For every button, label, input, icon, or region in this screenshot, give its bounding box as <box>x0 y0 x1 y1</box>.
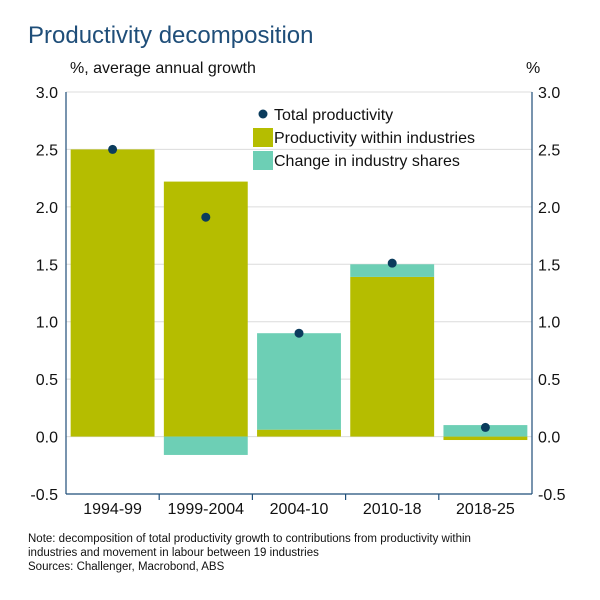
bar-within-industries <box>350 276 435 437</box>
chart-notes: Note: decomposition of total productivit… <box>28 532 471 574</box>
y-tick-label-left: -0.5 <box>30 487 58 504</box>
bar-industry-shares <box>257 333 341 430</box>
y-tick-label-left: 0.0 <box>36 430 58 447</box>
bar-within-industries <box>257 429 341 437</box>
sources-line: Sources: Challenger, Macrobond, ABS <box>28 561 225 573</box>
y-tick-label-right: 0.0 <box>538 430 560 447</box>
y-tick-label-left: 2.0 <box>36 200 58 217</box>
y-tick-label-right: 1.0 <box>538 315 560 332</box>
y-tick-label-right: -0.5 <box>538 487 566 504</box>
legend-label: Change in industry shares <box>274 153 460 170</box>
y-tick-label-left: 0.5 <box>36 372 58 389</box>
x-tick-label: 2004-10 <box>270 501 329 518</box>
total-productivity-point <box>387 258 397 268</box>
total-productivity-point <box>480 422 490 432</box>
left-axis-unit: %, average annual growth <box>70 60 256 77</box>
legend-marker-total <box>258 109 268 119</box>
y-tick-label-right: 1.5 <box>538 257 560 274</box>
total-productivity-point <box>108 144 118 154</box>
y-tick-label-left: 1.5 <box>36 257 58 274</box>
legend-label: Total productivity <box>274 107 393 124</box>
x-tick-label: 1994-99 <box>83 501 142 518</box>
x-tick-label: 1999-2004 <box>168 501 245 518</box>
y-tick-label-right: 2.0 <box>538 200 560 217</box>
legend-swatch-within <box>253 128 273 147</box>
bar-within-industries <box>70 149 155 437</box>
y-tick-label-right: 2.5 <box>538 142 560 159</box>
right-axis-unit: % <box>526 60 541 77</box>
y-tick-label-left: 1.0 <box>36 315 58 332</box>
x-tick-label: 2010-18 <box>363 501 422 518</box>
y-tick-label-right: 0.5 <box>538 372 560 389</box>
bar-within-industries <box>443 436 528 441</box>
bar-within-industries <box>163 181 248 437</box>
legend-swatch-shares <box>253 151 273 170</box>
bar-industry-shares <box>350 264 435 277</box>
total-productivity-point <box>294 328 304 338</box>
legend-label: Productivity within industries <box>274 130 475 147</box>
note-line-2: industries and movement in labour betwee… <box>28 547 319 559</box>
x-tick-label: 2018-25 <box>456 501 515 518</box>
y-tick-label-right: 3.0 <box>538 85 560 102</box>
y-tick-label-left: 3.0 <box>36 85 58 102</box>
total-productivity-point <box>201 212 211 222</box>
note-line-1: Note: decomposition of total productivit… <box>28 533 471 545</box>
y-tick-label-left: 2.5 <box>36 142 58 159</box>
bar-industry-shares <box>163 436 248 455</box>
chart-title: Productivity decomposition <box>28 22 314 49</box>
